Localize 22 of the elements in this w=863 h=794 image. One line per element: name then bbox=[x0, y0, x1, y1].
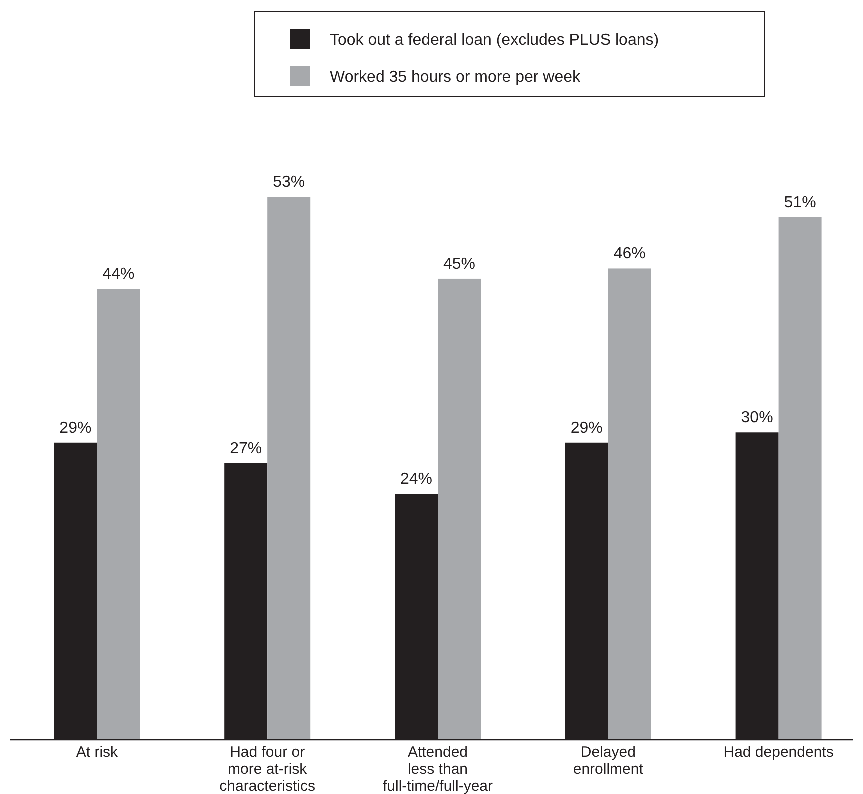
bar bbox=[778, 217, 822, 740]
data-label: 44% bbox=[102, 266, 135, 284]
data-label: 27% bbox=[230, 440, 262, 458]
data-label: 53% bbox=[273, 174, 306, 191]
data-label: 46% bbox=[614, 246, 646, 263]
data-label: 29% bbox=[570, 420, 603, 437]
x-tick-label: Attended less than full-time/full-year bbox=[382, 744, 494, 794]
data-label: 29% bbox=[60, 420, 92, 437]
bar bbox=[268, 197, 311, 740]
bar bbox=[438, 278, 481, 740]
bar bbox=[97, 289, 140, 740]
legend-label: Took out a federal loan (excludes PLUS loans) bbox=[330, 32, 660, 49]
bar bbox=[608, 268, 652, 740]
data-label: 45% bbox=[443, 256, 476, 273]
data-label: 30% bbox=[741, 410, 774, 427]
x-tick-label: Had four or more at-risk characteristics bbox=[220, 744, 316, 794]
x-tick-label: Had dependents bbox=[724, 744, 834, 761]
data-label: 51% bbox=[784, 194, 816, 212]
data-label: 24% bbox=[400, 471, 433, 488]
legend-label: Worked 35 hours or more per week bbox=[330, 69, 582, 86]
x-tick-label: Delayed enrollment bbox=[573, 744, 644, 778]
x-tick-label: At risk bbox=[76, 744, 119, 761]
